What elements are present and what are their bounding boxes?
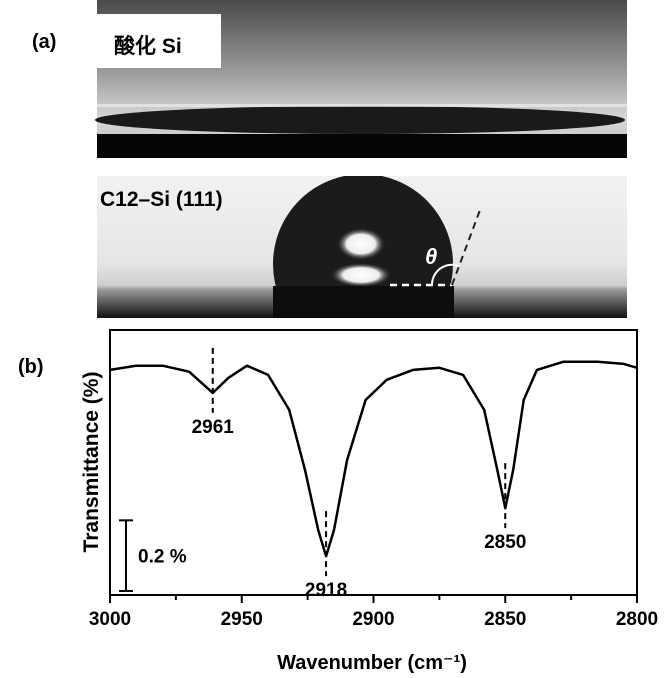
x-tick-label: 2800 [616,609,658,630]
x-tick-label: 2900 [352,609,394,630]
photo-label: 酸化 Si [114,34,182,58]
angle-label: θ [425,244,437,269]
spectrum-line [110,362,637,556]
photo-oxide [95,0,627,158]
x-tick-label: 2850 [484,609,526,630]
panel-label: (a) [32,31,56,53]
scale-bar-label: 0.2 % [138,547,187,568]
y-axis-title: Transmittance (%) [80,372,103,553]
plot-frame [110,330,637,595]
x-axis-title: Wavenumber (cm⁻¹) [277,652,467,674]
figure: (a) 酸化 Si C12–Si (111) θ (b) Wavenumber … [0,0,664,678]
x-tick-label: 3000 [89,609,131,630]
panel-label: (b) [18,356,44,378]
peak-label: 2918 [305,580,347,601]
peak-label: 2961 [192,417,235,438]
photo-label: C12–Si (111) [100,188,223,211]
peak-label: 2850 [484,532,526,553]
x-tick-label: 2950 [221,609,263,630]
